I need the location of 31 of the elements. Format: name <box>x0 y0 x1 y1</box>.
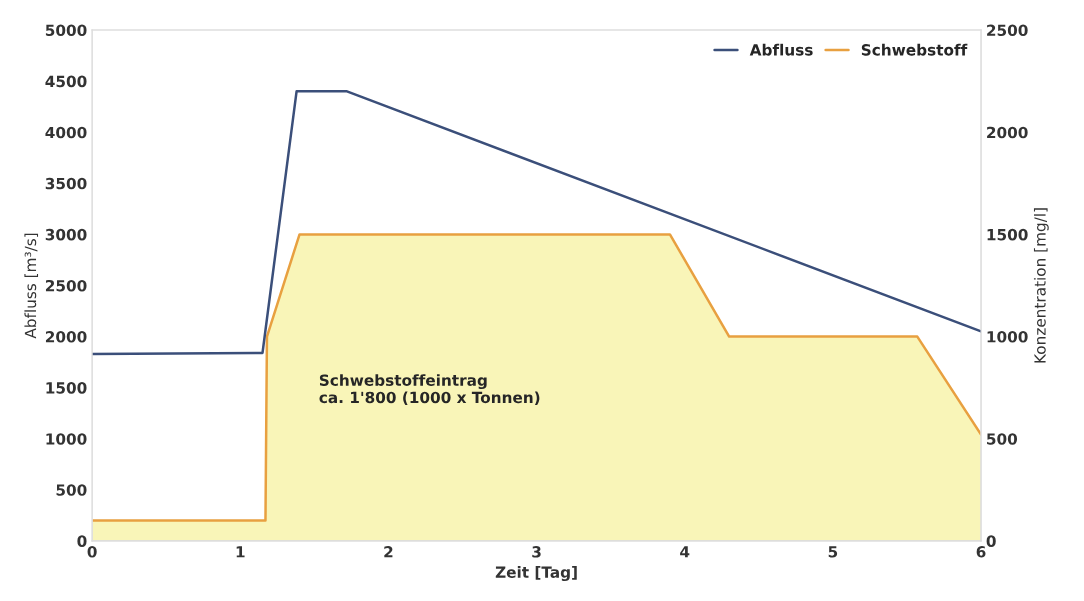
y-tick-label: 3500 <box>45 177 87 190</box>
annotation: Schwebstoffeintrag ca. 1'800 (1000 x Tonnen) <box>319 374 540 405</box>
y-tick-label: 0 <box>77 535 87 547</box>
y-tick-label: 3000 <box>45 228 87 241</box>
y-tick-label: 1000 <box>46 433 87 445</box>
y-axis-title: Abfluss [m³/s] <box>24 233 39 339</box>
y-tick-label: 4000 <box>45 126 87 139</box>
x-axis-title: Zeit [Tag] <box>495 566 577 582</box>
x-tick-label: 6 <box>976 546 986 558</box>
y-tick-label: 2500 <box>45 279 87 292</box>
y2-tick-label: 2000 <box>987 126 1028 139</box>
x-tick-label: 3 <box>532 546 541 558</box>
legend-label: Schwebstoff <box>861 43 968 56</box>
x-tick-label: 5 <box>828 546 838 558</box>
y2-axis-title: Konzentration [mg/l] <box>1033 208 1049 363</box>
line-series <box>92 90 982 356</box>
x-tick-label: 0 <box>87 546 97 558</box>
y2-tick-label: 1000 <box>987 331 1028 343</box>
y-tick-label: 2000 <box>45 331 87 343</box>
y2-tick-label: 0 <box>986 535 996 547</box>
legend-label: Abfluss <box>749 43 813 56</box>
y2-tick-label: 2500 <box>987 24 1028 37</box>
y-tick-label: 4500 <box>45 75 87 88</box>
y-tick-label: 500 <box>56 484 87 496</box>
y2-tick-label: 1500 <box>987 228 1028 241</box>
y2-tick-label: 500 <box>987 433 1018 445</box>
x-tick-label: 2 <box>384 546 393 558</box>
x-tick-label: 4 <box>680 546 690 558</box>
y-tick-label: 5000 <box>45 24 87 37</box>
x-tick-label: 1 <box>236 546 245 558</box>
y-tick-label: 1500 <box>46 382 87 394</box>
